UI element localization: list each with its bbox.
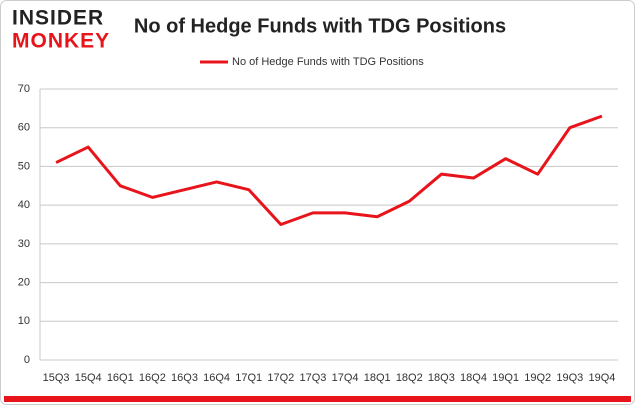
y-tick-label: 10 <box>18 315 30 327</box>
y-tick-label: 30 <box>18 238 30 250</box>
x-tick-label: 17Q3 <box>299 372 326 384</box>
x-tick-label: 17Q1 <box>235 372 262 384</box>
x-tick-label: 16Q1 <box>107 372 134 384</box>
chart-title: No of Hedge Funds with TDG Positions <box>134 15 506 37</box>
y-tick-label: 70 <box>18 83 30 95</box>
y-tick-label: 40 <box>18 199 30 211</box>
y-tick-label: 50 <box>18 160 30 172</box>
x-tick-label: 19Q1 <box>492 372 519 384</box>
y-tick-label: 0 <box>24 354 30 366</box>
x-tick-label: 17Q2 <box>267 372 294 384</box>
logo-line1: INSIDER <box>12 7 104 30</box>
logo-line2: MONKEY <box>12 30 110 53</box>
bottom-stripe <box>4 396 631 402</box>
x-tick-label: 15Q3 <box>43 372 70 384</box>
y-tick-label: 20 <box>18 276 30 288</box>
x-tick-label: 16Q2 <box>139 372 166 384</box>
x-tick-label: 18Q1 <box>364 372 391 384</box>
x-tick-label: 18Q3 <box>428 372 455 384</box>
x-tick-label: 16Q3 <box>171 372 198 384</box>
line-series <box>55 114 603 226</box>
x-tick-label: 17Q4 <box>332 372 359 384</box>
x-tick-label: 18Q2 <box>396 372 423 384</box>
x-tick-label: 19Q2 <box>524 372 551 384</box>
x-tick-label: 16Q4 <box>203 372 230 384</box>
x-tick-label: 15Q4 <box>75 372 102 384</box>
x-tick-label: 18Q4 <box>460 372 487 384</box>
y-tick-label: 60 <box>18 122 30 134</box>
legend-label: No of Hedge Funds with TDG Positions <box>232 56 424 68</box>
x-tick-label: 19Q3 <box>556 372 583 384</box>
x-tick-label: 19Q4 <box>588 372 615 384</box>
